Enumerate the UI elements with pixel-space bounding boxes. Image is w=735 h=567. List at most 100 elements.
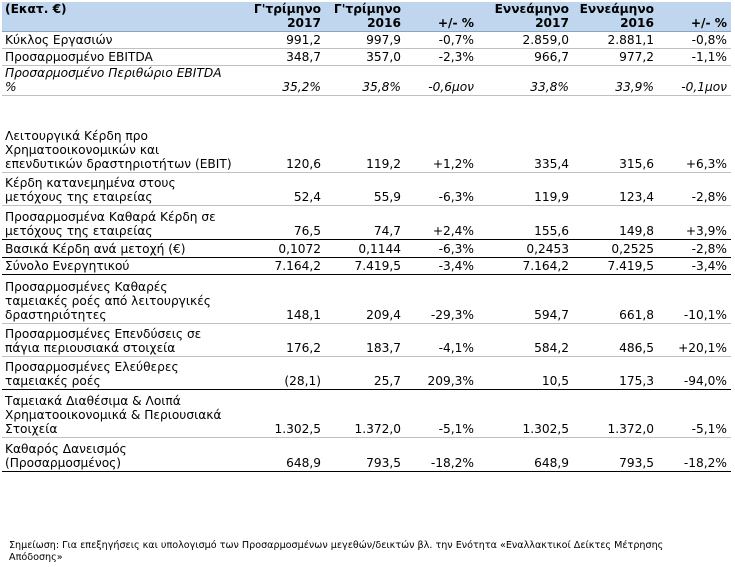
q3-2016-value: 793,5: [325, 437, 405, 472]
9m-2017-value: 1.302,5: [487, 388, 573, 438]
q3-2017-value: 35,2%: [282, 80, 321, 95]
q3-2016-value: 997,9: [366, 33, 401, 48]
row-label: Καθαρός Δανεισμός (Προσαρμοσμένος): [2, 437, 238, 472]
table-row: Προσαρμοσμένο EBITDA 348,7 357,0 -2,3% 966,7…: [2, 48, 731, 66]
row-label: Προσαρμοσμένες Επενδύσεις σε πάγια περιο…: [5, 327, 202, 356]
row-label: Λειτουργικά Κέρδη προ Χρηματοοικονομικών…: [5, 128, 232, 172]
row-label: Βασικά Κέρδη ανά μετοχή (€): [2, 238, 238, 258]
financial-results-table: (Εκατ. €) Γ'τρίμηνο 2017 Γ'τρίμηνο 2016 +/…: [2, 2, 731, 472]
table-row: Προσαρμοσμένα Καθαρά Κέρδη σε μετόχους τ…: [2, 205, 731, 240]
table-body: Κύκλος Εργασιών 991,2 997,9 -0,7% 2.859,0 2.8…: [2, 31, 731, 472]
row-label: Προσαρμοσμένα Καθαρά Κέρδη σε μετόχους τ…: [5, 210, 216, 239]
table-row: Κέρδη κατανεμημένα στους μετόχους της ετ…: [2, 172, 731, 206]
row-gap: [478, 31, 487, 48]
table-row: Καθαρός Δανεισμός (Προσαρμοσμένος) 648,9 7…: [2, 437, 731, 472]
row-gap: [478, 172, 487, 205]
q3-2017-value: (28,1): [284, 374, 321, 389]
row-gap: [478, 95, 487, 172]
quarter-change-value: -18,2%: [405, 437, 478, 472]
9m-change-value: -10,1%: [658, 273, 731, 324]
table-row: Λειτουργικά Κέρδη προ Χρηματοοικονομικών…: [2, 95, 731, 173]
q3-2017-value: 76,5: [293, 224, 321, 239]
quarter-change-header: +/- %: [405, 2, 478, 32]
row-gap: [478, 323, 487, 356]
q3-2016-value: 209,4: [325, 273, 405, 324]
q3-2016-value: 55,9: [373, 190, 401, 205]
9m-change-header: +/- %: [658, 2, 731, 32]
row-label: Σύνολο Ενεργητικού: [2, 256, 238, 275]
quarter-change-value: +1,2%: [432, 157, 474, 172]
row-label: Προσαρμοσμένες Ελεύθερες ταμειακές ροές: [5, 360, 179, 389]
9m-change-value: +3,9%: [685, 224, 727, 239]
9m-2017-value: 10,5: [541, 374, 569, 389]
9m-2016-value: 0,2525: [573, 238, 658, 258]
q3-2016-value: 357,0: [366, 50, 401, 65]
9m-2017-value: 966,7: [534, 50, 569, 65]
row-gap: [478, 437, 487, 472]
row-gap: [478, 65, 487, 95]
9m-2016-value: 315,6: [619, 157, 654, 172]
unit-header: (Εκατ. €): [2, 2, 238, 32]
row-gap: [478, 238, 487, 258]
row-gap: [478, 48, 487, 65]
9m-change-value: -94,0%: [683, 374, 727, 389]
row-gap: [478, 356, 487, 389]
9m-change-value: -2,8%: [691, 190, 727, 205]
9m-change-value: -1,1%: [691, 50, 727, 65]
9m-2017-value: 648,9: [487, 437, 573, 472]
row-label: Κύκλος Εργασιών: [5, 33, 113, 48]
quarter-change-value: +2,4%: [432, 224, 474, 239]
q3-2016-value: 0,1144: [325, 238, 405, 258]
quarter-change-value: -4,1%: [438, 341, 474, 356]
q3-2017-value: 1.302,5: [238, 388, 325, 438]
q3-2017-value: 120,6: [286, 157, 321, 172]
9m-2016-value: 33,9%: [615, 80, 654, 95]
row-label: Προσαρμοσμένες Καθαρές ταμειακές ροές απ…: [2, 273, 238, 324]
quarter-change-value: -29,3%: [405, 273, 478, 324]
q3-2017-value: 0,1072: [238, 238, 325, 258]
table-row: Προσαρμοσμένες Ελεύθερες ταμειακές ροές (…: [2, 356, 731, 390]
row-gap: [478, 205, 487, 239]
q3-2017-value: 52,4: [293, 190, 321, 205]
quarter-change-value: 209,3%: [427, 374, 474, 389]
9m-2017-value: 594,7: [487, 273, 573, 324]
q3-2016-value: 35,8%: [362, 80, 401, 95]
9m-2017-value: 155,6: [534, 224, 569, 239]
quarter-change-value: -6,3%: [405, 238, 478, 258]
table-row: Βασικά Κέρδη ανά μετοχή (€) 0,1072 0,1144-…: [2, 238, 731, 258]
row-gap: [478, 388, 487, 438]
9m-2016-value: 2.881,1: [607, 33, 654, 48]
9m-2017-value: 119,9: [534, 190, 569, 205]
header-gap: [478, 2, 487, 32]
9m-2016-value: 661,8: [573, 273, 658, 324]
9m-change-value: -18,2%: [658, 437, 731, 472]
table-row: Προσαρμοσμένο Περιθώριο EBITDA % 35,2% 35,…: [2, 65, 731, 96]
9m-2016-value: 123,4: [619, 190, 654, 205]
9m-2017-value: 335,4: [534, 157, 569, 172]
table-row: Προσαρμοσμένες Καθαρές ταμειακές ροές απ…: [2, 273, 731, 324]
9m-2016-value: 175,3: [619, 374, 654, 389]
9m-2017-value: 33,8%: [530, 80, 569, 95]
9m-2017-value: 7.164,2: [487, 256, 573, 275]
quarter-change-value: -5,1%: [405, 388, 478, 438]
q3-2017-value: 991,2: [286, 33, 321, 48]
9m-change-value: -0,1μον: [681, 80, 727, 95]
table-row: Ταμειακά Διαθέσιμα & Λοιπά Χρηματοοικονο…: [2, 388, 731, 438]
quarter-change-value: -0,6μον: [428, 80, 474, 95]
table-header-row: (Εκατ. €) Γ'τρίμηνο 2017 Γ'τρίμηνο 2016 +/…: [2, 2, 731, 32]
q3-2017-value: 348,7: [286, 50, 321, 65]
9m-2016-value: 1.372,0: [573, 388, 658, 438]
9m-2016-value: 149,8: [619, 224, 654, 239]
q3-2016-value: 119,2: [366, 157, 401, 172]
9m-change-value: -2,8%: [658, 238, 731, 258]
q3-2017-value: 7.164,2: [238, 256, 325, 275]
table-row: Κύκλος Εργασιών 991,2 997,9 -0,7% 2.859,0 2.8…: [2, 31, 731, 49]
quarter-change-value: -6,3%: [438, 190, 474, 205]
table-row: Σύνολο Ενεργητικού 7.164,2 7.419,5 -3,4% 7.1…: [2, 256, 731, 275]
9m-2017-value: 2.859,0: [522, 33, 569, 48]
9m-change-value: -0,8%: [691, 33, 727, 48]
q3-2016-value: 183,7: [366, 341, 401, 356]
9m-2017-header: Εννεάμηνο 2017: [487, 2, 573, 32]
row-gap: [478, 256, 487, 275]
9m-2016-header: Εννεάμηνο 2016: [573, 2, 658, 32]
